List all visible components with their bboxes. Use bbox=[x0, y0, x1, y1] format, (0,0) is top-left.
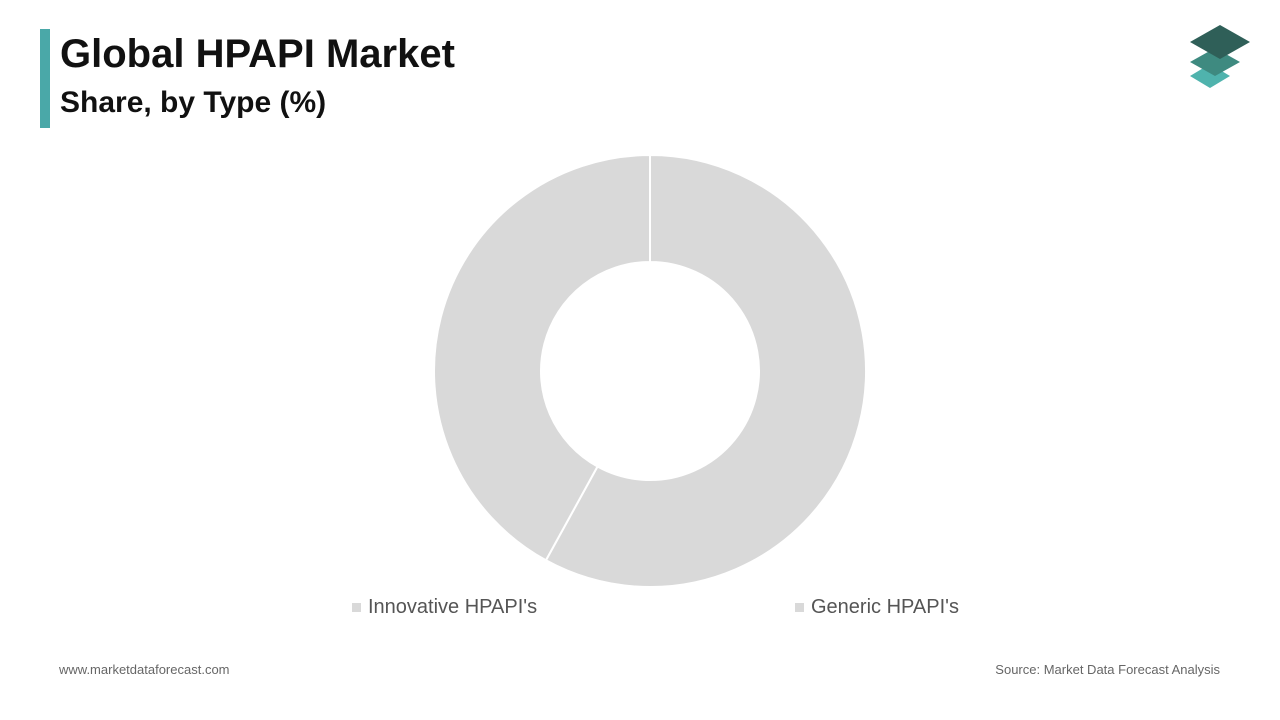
legend-swatch-innovative bbox=[352, 602, 361, 612]
legend-item-generic: Generic HPAPI's bbox=[795, 594, 959, 620]
donut-slice-innovative bbox=[544, 153, 867, 588]
legend-swatch-generic bbox=[795, 602, 804, 612]
legend-label-innovative: Innovative HPAPI's bbox=[368, 595, 538, 618]
title-accent-bar bbox=[40, 29, 50, 128]
logo-layer-middle bbox=[1190, 48, 1240, 76]
chart-subtitle: Share, by Type (%) bbox=[60, 86, 327, 119]
stacked-layers-logo-icon bbox=[1190, 25, 1250, 88]
chart-title: Global HPAPI Market bbox=[60, 32, 455, 76]
source-note: Source: Market Data Forecast Analysis bbox=[995, 662, 1220, 677]
legend-label-generic: Generic HPAPI's bbox=[811, 595, 959, 618]
logo-layer-top bbox=[1190, 25, 1250, 59]
legend-item-innovative: Innovative HPAPI's bbox=[352, 594, 537, 620]
donut-slice-generic bbox=[433, 153, 651, 562]
website-url: www.marketdataforecast.com bbox=[59, 662, 230, 677]
